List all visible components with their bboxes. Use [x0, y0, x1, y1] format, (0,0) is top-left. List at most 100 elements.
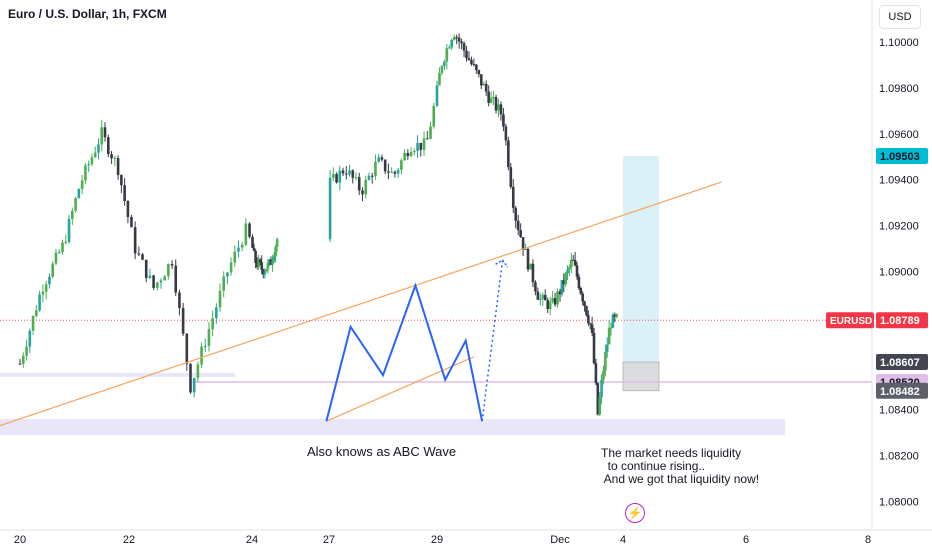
candle-body	[167, 264, 170, 277]
stop-low-price-label-bg	[876, 382, 928, 399]
candle-body	[266, 262, 270, 270]
candle-body	[609, 327, 613, 329]
liquidity-zone-small	[0, 372, 235, 377]
chart-title: Euro / U.S. Dollar, 1h, FXCM	[8, 7, 167, 21]
candle-body	[377, 157, 380, 162]
liquidity-annotation: The market needs liquidity to continue r…	[601, 446, 760, 486]
candle-body	[494, 97, 498, 111]
candle-body	[514, 207, 518, 221]
candle-body	[370, 175, 374, 177]
y-tick-label: 1.09600	[879, 129, 919, 141]
candle-body	[341, 170, 345, 174]
y-tick-label: 1.09800	[879, 83, 919, 95]
candle-body	[71, 210, 74, 219]
candle-body	[531, 263, 535, 283]
y-tick-label: 1.09200	[879, 221, 919, 233]
currency-button[interactable]: USD	[879, 5, 921, 29]
candle-body	[460, 41, 463, 44]
candle-body	[275, 239, 279, 247]
x-tick-label: Dec	[550, 534, 570, 546]
candle-body	[237, 247, 240, 252]
candle-body	[406, 152, 410, 157]
symbol-tag: EURUSD	[830, 316, 872, 327]
candle-body	[21, 355, 25, 364]
stop-loss-box[interactable]	[622, 361, 660, 392]
lightning-icon[interactable]: ⚡	[625, 503, 645, 523]
candle-body	[215, 307, 218, 319]
candle-body	[185, 333, 189, 364]
candle-body	[583, 301, 586, 307]
candle-body	[380, 157, 384, 160]
candle-body	[126, 201, 130, 217]
candle-body	[218, 290, 222, 308]
candle-body	[556, 291, 559, 305]
trend-line-channel[interactable]	[326, 356, 475, 422]
x-tick-label: 8	[865, 534, 871, 546]
candle-body	[509, 167, 513, 187]
candle-body	[116, 158, 120, 176]
candle-body	[590, 324, 594, 333]
candle-body	[274, 246, 277, 257]
candle-body	[260, 262, 264, 270]
candle-body	[258, 259, 262, 263]
candle-body	[543, 294, 547, 301]
candle-body	[438, 73, 441, 86]
candle-body	[479, 74, 483, 86]
abc-wave-path[interactable]	[325, 282, 484, 422]
candle-body	[613, 314, 617, 317]
take-profit-box[interactable]	[623, 156, 659, 383]
candle-body	[409, 152, 413, 157]
candle-body	[192, 377, 196, 393]
x-tick-label: 20	[14, 534, 26, 546]
candle-body	[577, 276, 581, 289]
candle-body	[97, 144, 100, 153]
candle-body	[400, 160, 403, 170]
x-tick-label: 22	[123, 534, 135, 546]
candle-body	[51, 263, 54, 277]
candle-body	[144, 259, 148, 278]
symbol-tag-bg	[826, 312, 874, 329]
candle-body	[170, 264, 174, 266]
stop-price-label: 1.08607	[880, 357, 920, 369]
candle-body	[120, 175, 123, 186]
candle-body	[387, 171, 390, 173]
trend-line-main[interactable]	[0, 181, 722, 428]
candle-body	[440, 65, 444, 74]
candle-body	[80, 180, 84, 190]
candle-body	[536, 291, 540, 300]
candle-body	[374, 161, 377, 177]
candle-body	[477, 70, 481, 75]
candle-body	[592, 332, 596, 364]
candle-body	[600, 379, 603, 398]
candle-body	[272, 256, 276, 261]
candle-body	[443, 61, 446, 66]
candle-body	[568, 267, 571, 270]
candle-body	[159, 280, 163, 283]
candle-body	[130, 216, 133, 228]
candle-body	[475, 64, 478, 71]
candle-body	[587, 315, 590, 324]
candle-body	[207, 329, 211, 346]
candle-body	[564, 273, 567, 285]
candle-body	[18, 363, 22, 365]
candle-body	[57, 252, 61, 254]
candle-body	[271, 260, 274, 265]
target-price-label: 1.09503	[880, 151, 920, 163]
candle-body	[422, 138, 426, 150]
candle-body	[541, 294, 545, 299]
candle-body	[74, 198, 77, 211]
candle-body	[244, 223, 248, 245]
projection-arrow-line[interactable]	[481, 260, 504, 422]
target-price-label-bg	[876, 148, 928, 165]
candle-body	[419, 142, 423, 150]
candle-body	[106, 137, 110, 155]
candle-body	[348, 170, 351, 175]
candle-body	[77, 189, 81, 199]
candle-body	[448, 47, 451, 49]
candle-body	[354, 177, 358, 179]
candle-body	[432, 105, 436, 127]
candle-body	[338, 170, 342, 183]
candle-body	[450, 39, 454, 48]
candle-body	[607, 327, 611, 345]
